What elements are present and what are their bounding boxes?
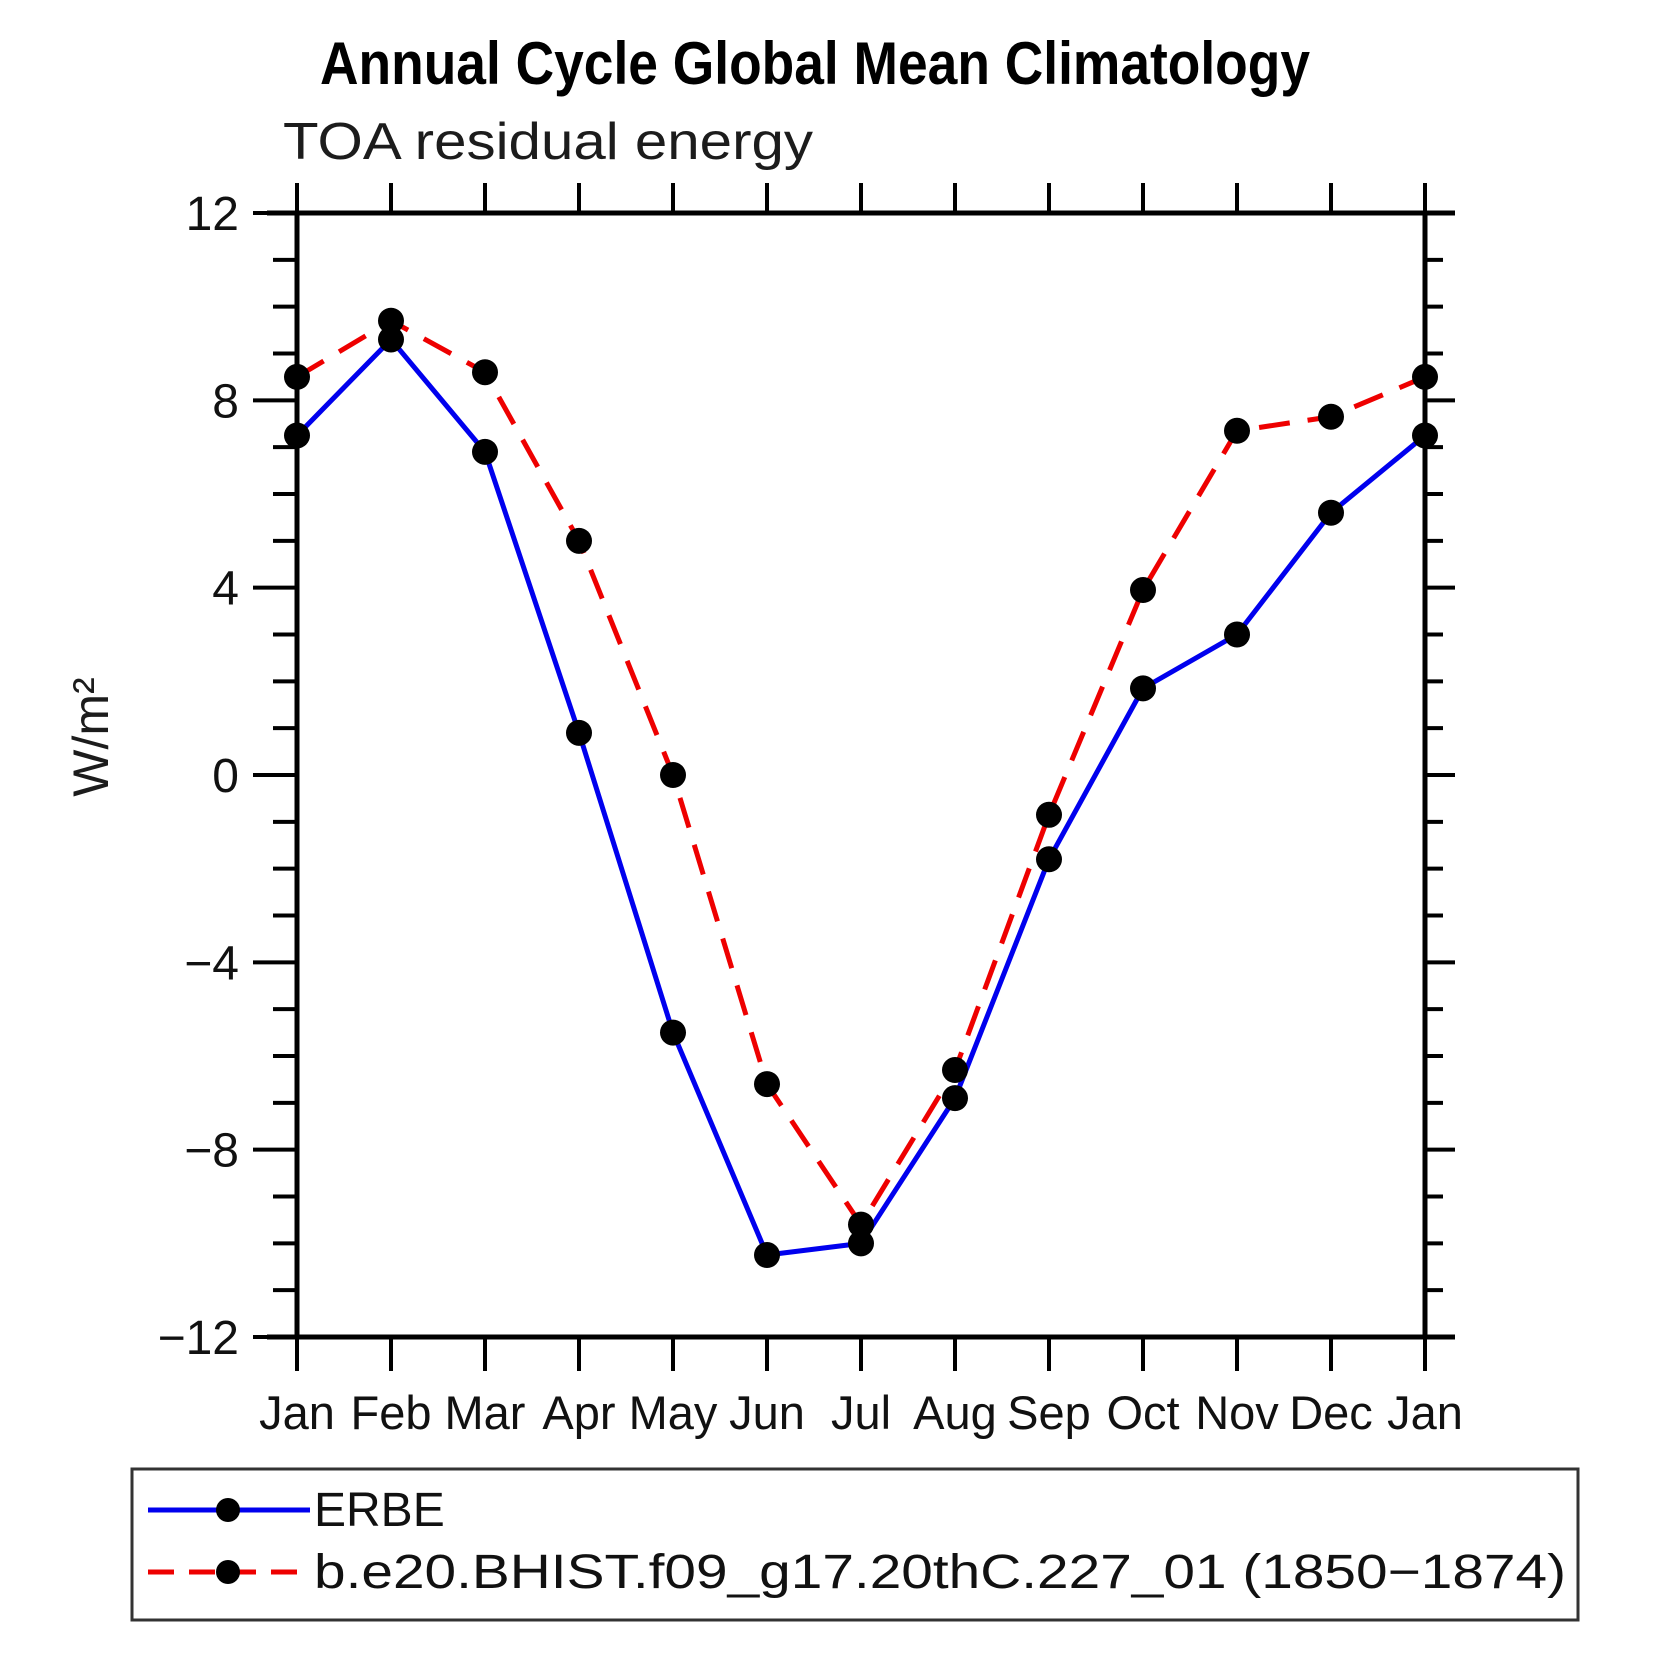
legend-border bbox=[130, 1467, 1580, 1622]
erbe-marker bbox=[472, 438, 498, 465]
y-tick-label: −4 bbox=[184, 937, 239, 990]
x-tick-label: Oct bbox=[1106, 1386, 1179, 1439]
model-marker bbox=[566, 527, 592, 554]
chart-subtitle: TOA residual energy bbox=[283, 113, 813, 171]
erbe-marker bbox=[1130, 675, 1156, 702]
y-tick-label: −8 bbox=[184, 1125, 239, 1178]
x-tick-label: Jan bbox=[259, 1386, 335, 1439]
model-marker bbox=[1036, 801, 1062, 828]
x-tick-labels: Jan Feb Mar Apr May Jun Jul Aug Sep Oct Nov Dec Jan bbox=[259, 1386, 1463, 1439]
legend-label: b.e20.BHIST.f09_g17.20thC.227_01 (1850−1… bbox=[314, 1546, 1566, 1599]
y-tick-label: 4 bbox=[212, 563, 239, 616]
legend-marker bbox=[216, 1498, 240, 1522]
y-axis-label: W/m² bbox=[63, 677, 119, 796]
erbe-marker bbox=[754, 1242, 780, 1269]
x-tick-label: Feb bbox=[351, 1386, 432, 1439]
x-tick-label: May bbox=[629, 1386, 718, 1439]
model-marker bbox=[378, 307, 404, 334]
x-tick-label: Dec bbox=[1289, 1386, 1373, 1439]
erbe-marker bbox=[848, 1230, 874, 1257]
erbe-marker bbox=[1036, 846, 1062, 873]
erbe-marker bbox=[1224, 621, 1250, 648]
plot-frame bbox=[267, 210, 1455, 1340]
model-marker bbox=[660, 762, 686, 788]
axis-ticks bbox=[253, 183, 1455, 1371]
y-tick-label: 8 bbox=[212, 375, 239, 428]
erbe-marker bbox=[660, 1019, 686, 1046]
x-tick-label: Apr bbox=[542, 1386, 615, 1439]
chart-title: Annual Cycle Global Mean Climatology bbox=[320, 30, 1311, 97]
y-tick-labels: 12 8 4 0 −4 −8 −12 bbox=[158, 188, 239, 1365]
model-marker bbox=[1318, 403, 1344, 430]
model-marker bbox=[754, 1071, 780, 1098]
legend-marker bbox=[216, 1560, 240, 1584]
model-marker bbox=[942, 1057, 968, 1084]
x-tick-label: Sep bbox=[1007, 1386, 1091, 1439]
y-tick-label: −12 bbox=[158, 1312, 239, 1365]
erbe-marker bbox=[1318, 499, 1344, 526]
legend-label: ERBE bbox=[314, 1484, 445, 1537]
model-marker bbox=[1412, 363, 1438, 390]
model-marker bbox=[1130, 577, 1156, 604]
x-tick-label: Jan bbox=[1387, 1386, 1463, 1439]
model-marker bbox=[1224, 417, 1250, 444]
erbe-marker bbox=[378, 326, 404, 353]
x-tick-label: Aug bbox=[913, 1386, 997, 1439]
x-tick-label: Jun bbox=[729, 1386, 805, 1439]
model-marker bbox=[284, 363, 310, 390]
model-line bbox=[295, 318, 1426, 1228]
y-tick-label: 0 bbox=[212, 750, 239, 803]
legend-box: ERBE b.e20.BHIST.f09_g17.20thC.227_01 (18… bbox=[130, 1467, 1580, 1622]
erbe-marker bbox=[942, 1085, 968, 1112]
erbe-marker bbox=[566, 719, 592, 746]
erbe-marker bbox=[1412, 422, 1438, 449]
y-tick-label: 12 bbox=[186, 188, 239, 241]
erbe-marker bbox=[284, 422, 310, 449]
x-tick-label: Nov bbox=[1195, 1386, 1279, 1439]
x-tick-label: Mar bbox=[445, 1386, 526, 1439]
data-series bbox=[284, 307, 1438, 1269]
model-marker bbox=[848, 1211, 874, 1238]
erbe-line bbox=[295, 336, 1427, 1258]
model-marker bbox=[472, 359, 498, 386]
x-tick-label: Jul bbox=[831, 1386, 891, 1439]
